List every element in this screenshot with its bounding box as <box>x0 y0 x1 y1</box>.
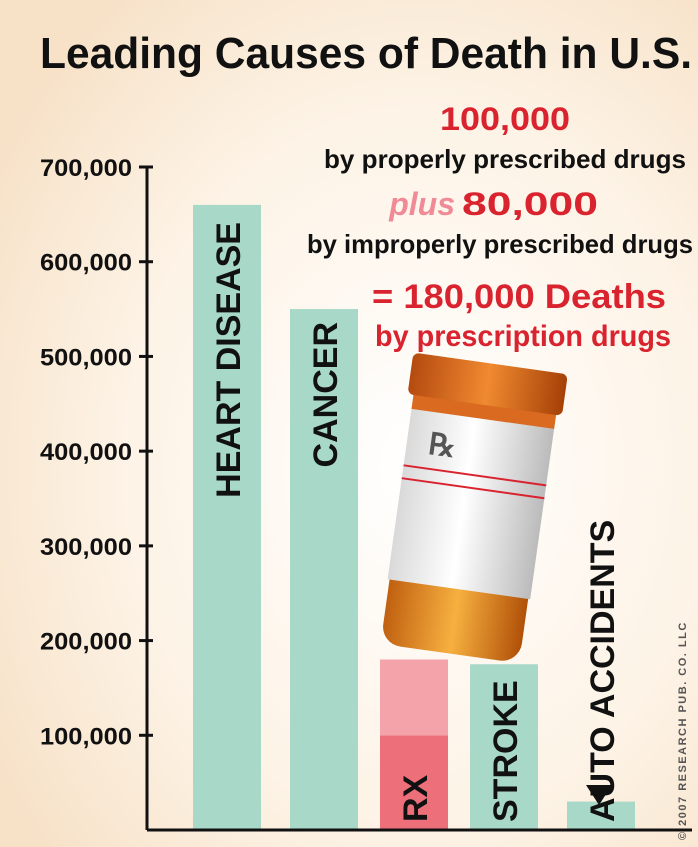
chart-title: Leading Causes of Death in U.S. <box>40 29 692 78</box>
y-tick-label: 200,000 <box>40 629 132 656</box>
y-tick-label: 400,000 <box>40 439 132 466</box>
bottle-cap <box>408 353 568 416</box>
category-label: CANCER <box>307 322 345 467</box>
category-label: HEART DISEASE <box>210 222 248 498</box>
label-line <box>401 477 545 500</box>
bar <box>380 735 448 830</box>
annotation: by properly prescribed drugs <box>324 144 686 174</box>
y-tick-label: 100,000 <box>40 723 132 750</box>
bar <box>470 664 538 830</box>
bar <box>380 659 448 736</box>
y-tick-label: 700,000 <box>40 155 132 182</box>
annotation: plus <box>388 186 455 222</box>
annotation: 100,000 <box>440 101 570 137</box>
y-tick-label: 300,000 <box>40 534 132 561</box>
annotation: 80,000 <box>462 186 598 222</box>
category-label: STROKE <box>487 680 525 822</box>
annotation: by improperly prescribed drugs <box>307 229 693 259</box>
rx-symbol: ℞ <box>426 428 457 464</box>
category-label: AUTO ACCIDENTS <box>584 520 622 822</box>
annotation: by prescription drugs <box>375 320 671 353</box>
bottle-body <box>387 391 557 600</box>
bar <box>567 801 635 830</box>
pill-bottle: ℞ <box>383 353 568 661</box>
label-line <box>403 464 547 487</box>
bar <box>193 204 261 830</box>
credit: © 2007 RESEARCH PUB. CO. LLC <box>677 621 689 840</box>
bottle-band <box>411 391 557 429</box>
annotation: = 180,000 Deaths <box>372 278 666 316</box>
category-label: RX <box>397 774 435 822</box>
y-tick-label: 500,000 <box>40 344 132 371</box>
bar <box>290 309 358 831</box>
y-tick-label: 600,000 <box>40 250 132 277</box>
arrow <box>586 785 612 805</box>
